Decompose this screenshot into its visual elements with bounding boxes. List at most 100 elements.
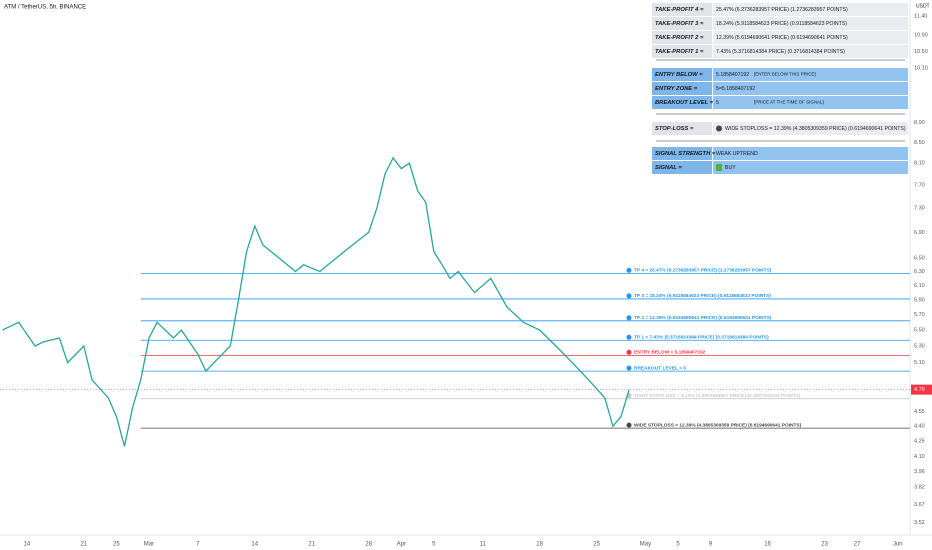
table-label-cell: [652, 161, 712, 174]
level-label: TP 2 = 12.39% (5.6194690641 PRICE) (0.61…: [634, 315, 772, 321]
x-tick-label: 5: [676, 542, 680, 548]
level-icon: [626, 293, 632, 299]
y-tick-label: 4.55: [914, 409, 925, 415]
table-value-cell: [713, 96, 908, 109]
table-label-cell: [652, 96, 712, 109]
table-value: WEAK UPTREND: [716, 151, 758, 157]
axis-unit: USDT: [916, 3, 930, 9]
table-value: BUY: [725, 165, 736, 171]
x-tick-label: Jun: [893, 542, 903, 548]
y-tick-label: 5.10: [914, 360, 925, 366]
y-tick-label: 7.30: [914, 205, 925, 211]
y-tick-label: 5.70: [914, 312, 925, 318]
y-tick-label: 6.50: [914, 256, 925, 262]
table-label: BREAKOUT LEVEL =: [655, 100, 714, 106]
y-tick-label: 7.70: [914, 183, 925, 189]
level-label: TIGHT STOPLOSS = 6.19% (4.6902654867 PRI…: [634, 393, 801, 399]
stoploss-icon: [716, 125, 722, 132]
table-value: 25.47% (6.2736283957 PRICE) (1.273628395…: [716, 7, 848, 13]
chart-title: ATM / TetherUS, 5h, BINANCE: [4, 5, 86, 11]
y-tick-label: 10.10: [914, 66, 928, 72]
x-tick-label: 18: [536, 542, 543, 548]
table-note: [PRICE AT THE TIME OF SIGNAL]: [754, 100, 824, 105]
table-label-cell: [652, 68, 712, 81]
x-tick-label: 7: [196, 542, 200, 548]
level-label: TP 3 = 18.24% (5.9118584623 PRICE) (0.91…: [634, 293, 771, 299]
table-label: SIGNAL STRENGTH =: [655, 151, 716, 157]
table-label-cell: [652, 147, 712, 160]
y-tick-label: 5.50: [914, 328, 925, 334]
table-label-cell: [652, 45, 712, 58]
level-icon: [626, 349, 632, 355]
y-tick-label: 3.82: [914, 485, 925, 491]
table-value-cell: [713, 31, 908, 44]
table-label: SIGNAL =: [655, 165, 682, 171]
y-tick-label: 8.90: [914, 120, 925, 126]
y-tick-label: 4.40: [914, 424, 925, 430]
level-icon: [626, 267, 632, 273]
level-icon: [626, 315, 632, 321]
table-label: ENTRY BELOW =: [655, 72, 703, 78]
table-label-cell: [652, 31, 712, 44]
y-tick-label: 10.90: [914, 33, 928, 39]
table-value: 5: [716, 100, 719, 106]
level-icon: [626, 334, 632, 340]
y-tick-label: 11.40: [914, 13, 927, 19]
x-tick-label: 21: [308, 542, 315, 548]
table-label: TAKE-PROFIT 2 =: [655, 35, 704, 41]
level-label: TP 1 = 7.43% (5.3716814384 PRICE) (0.371…: [634, 334, 769, 340]
level-icon: [626, 422, 632, 428]
y-tick-label: 4.10: [914, 454, 925, 460]
y-tick-label: 5.90: [914, 297, 925, 303]
y-tick-label: 8.50: [914, 140, 925, 146]
table-value-cell: [713, 3, 908, 16]
y-tick-label: 10.50: [914, 49, 928, 55]
x-tick-label: May: [640, 542, 651, 548]
table-value-cell: [713, 82, 908, 95]
table-label-cell: [652, 122, 712, 135]
price-line: [2, 156, 630, 447]
table-label: TAKE-PROFIT 1 =: [655, 49, 704, 55]
x-tick-label: 25: [593, 542, 600, 548]
buy-icon: [716, 164, 722, 171]
y-tick-label: 6.90: [914, 230, 925, 236]
level-icon: [626, 365, 632, 371]
y-tick-label: 3.67: [914, 502, 925, 508]
table-value-cell: [713, 161, 908, 174]
x-tick-label: 11: [480, 542, 487, 548]
last-price-bg: [911, 384, 932, 395]
x-tick-label: 14: [251, 542, 258, 548]
table-label-cell: [652, 17, 712, 30]
table-value: 7.43% (5.3716814384 PRICE) (0.3716814384…: [716, 49, 845, 55]
table-value: 12.39% (5.6194690641 PRICE) (0.619469064…: [716, 35, 848, 41]
table-note: [ENTER BELOW THIS PRICE]: [754, 72, 816, 77]
table-value-cell: [713, 45, 908, 58]
x-tick-label: 25: [113, 542, 120, 548]
table-label-cell: [652, 82, 712, 95]
x-tick-label: 14: [24, 542, 31, 548]
x-tick-label: 27: [854, 542, 861, 548]
level-label: TP 4 = 25.47% (6.2736283957 PRICE) (1.27…: [634, 268, 772, 274]
level-label: ENTRY BELOW = 5.1858407192: [634, 350, 706, 356]
x-tick-label: 21: [80, 542, 87, 548]
y-tick-label: 8.10: [914, 161, 925, 167]
y-tick-label: 6.10: [914, 283, 925, 289]
last-price-label: 4.79: [914, 387, 925, 393]
y-tick-label: 5.30: [914, 343, 925, 349]
x-tick-label: 23: [821, 542, 828, 548]
table-label: ENTRY ZONE =: [655, 86, 698, 92]
time-axis-bg: [0, 536, 932, 550]
x-tick-label: 28: [365, 542, 372, 548]
x-tick-label: Apr: [397, 542, 406, 548]
table-label: TAKE-PROFIT 3 =: [655, 21, 704, 27]
table-value-cell: [713, 17, 908, 30]
x-tick-label: 9: [709, 542, 713, 548]
table-label: STOP-LOSS =: [655, 126, 694, 132]
x-tick-label: 5: [432, 542, 436, 548]
table-value-cell: [713, 147, 908, 160]
level-label: WIDE STOPLOSS = 12.39% (4.3805309359 PRI…: [634, 422, 802, 428]
table-label-cell: [652, 3, 712, 16]
table-value: 5=5.1858407192: [716, 86, 755, 92]
y-tick-label: 6.30: [914, 269, 925, 275]
